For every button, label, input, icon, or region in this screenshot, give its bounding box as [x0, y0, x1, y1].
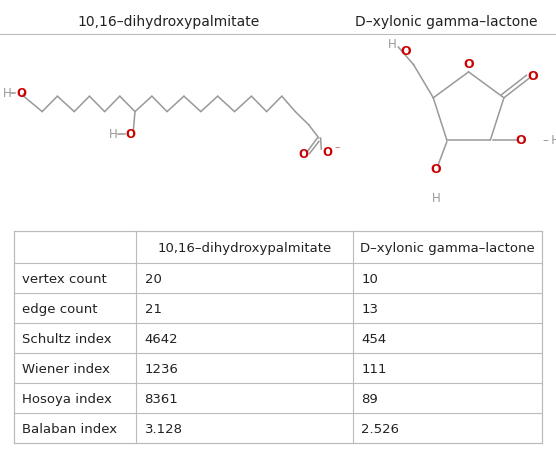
Text: O: O	[16, 87, 26, 100]
Text: 4642: 4642	[145, 332, 178, 345]
Text: 111: 111	[361, 362, 387, 375]
Text: 1236: 1236	[145, 362, 178, 375]
Text: H: H	[388, 38, 396, 51]
Text: 2.526: 2.526	[361, 422, 399, 435]
Text: 20: 20	[145, 272, 161, 285]
FancyBboxPatch shape	[14, 232, 542, 443]
Text: O: O	[463, 57, 474, 70]
Text: 89: 89	[361, 392, 378, 405]
Text: O: O	[299, 148, 309, 161]
Text: 3.128: 3.128	[145, 422, 182, 435]
Text: Wiener index: Wiener index	[22, 362, 110, 375]
Text: Balaban index: Balaban index	[22, 422, 117, 435]
Text: edge count: edge count	[22, 302, 98, 315]
Text: H: H	[108, 128, 117, 141]
Text: 10,16–dihydroxypalmitate: 10,16–dihydroxypalmitate	[78, 16, 260, 29]
Text: – H: – H	[543, 134, 556, 147]
Text: 10: 10	[361, 272, 378, 285]
Text: H: H	[3, 87, 12, 100]
Text: 8361: 8361	[145, 392, 178, 405]
Text: 10,16–dihydroxypalmitate: 10,16–dihydroxypalmitate	[157, 241, 332, 254]
Text: O: O	[527, 70, 538, 83]
Text: D–xylonic gamma–lactone: D–xylonic gamma–lactone	[360, 241, 535, 254]
Text: vertex count: vertex count	[22, 272, 107, 285]
Text: ⁻: ⁻	[334, 145, 340, 155]
Text: O: O	[401, 45, 411, 58]
Text: 13: 13	[361, 302, 379, 315]
Text: 454: 454	[361, 332, 386, 345]
Text: 21: 21	[145, 302, 162, 315]
Text: O: O	[430, 162, 441, 176]
Text: Schultz index: Schultz index	[22, 332, 112, 345]
Text: D–xylonic gamma–lactone: D–xylonic gamma–lactone	[355, 16, 538, 29]
Text: O: O	[516, 134, 527, 147]
Text: O: O	[322, 146, 332, 158]
Text: Hosoya index: Hosoya index	[22, 392, 112, 405]
Text: O: O	[125, 128, 135, 141]
Text: H: H	[431, 191, 440, 204]
